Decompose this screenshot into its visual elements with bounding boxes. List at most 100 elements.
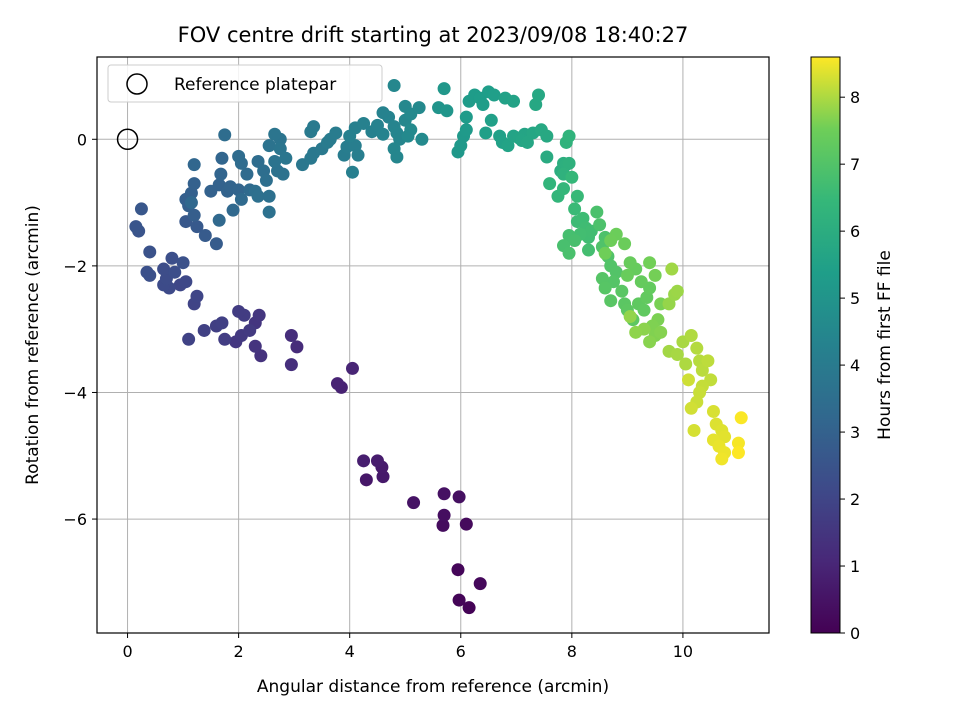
data-point [290, 340, 304, 354]
data-point [634, 275, 648, 289]
y-tick-label: −4 [63, 383, 87, 402]
data-point [401, 129, 415, 143]
data-point [273, 142, 287, 156]
data-point [376, 470, 390, 484]
x-tick-label: 0 [122, 642, 132, 661]
colorbar-tick-label: 3 [850, 423, 860, 442]
data-point [695, 363, 709, 377]
data-point [734, 411, 748, 425]
data-point [437, 487, 451, 501]
x-tick-label: 2 [234, 642, 244, 661]
data-point [670, 284, 684, 298]
legend-box [107, 64, 383, 103]
data-point [182, 332, 196, 346]
data-point [387, 78, 401, 92]
data-point [451, 563, 465, 577]
data-point [543, 177, 557, 191]
data-points [129, 78, 748, 615]
data-point [234, 192, 248, 206]
data-point [568, 202, 582, 216]
data-point [248, 339, 262, 353]
colorbar-tick-label: 5 [850, 289, 860, 308]
plot-frame [96, 56, 770, 634]
data-point [240, 167, 254, 181]
data-point [345, 361, 359, 375]
y-axis: −6 −4 −2 0 [63, 130, 97, 529]
data-point [476, 97, 490, 111]
data-point [459, 110, 473, 124]
data-point [590, 205, 604, 219]
data-point [279, 151, 293, 165]
data-point [679, 357, 693, 371]
data-point [593, 218, 607, 232]
data-point [357, 454, 371, 468]
x-tick-label: 4 [345, 642, 355, 661]
data-point [452, 593, 466, 607]
data-point [731, 436, 745, 450]
data-point [452, 490, 466, 504]
data-point [459, 123, 473, 137]
data-point [479, 126, 493, 140]
colorbar-tick-label: 7 [850, 155, 860, 174]
data-point [165, 251, 179, 265]
data-point [557, 182, 571, 196]
data-point [618, 237, 632, 251]
data-point [359, 473, 373, 487]
reference-platepar-marker [116, 128, 139, 151]
data-point [568, 234, 582, 248]
chart-title: FOV centre drift starting at 2023/09/08 … [178, 23, 689, 47]
data-point [251, 154, 265, 168]
data-point [157, 262, 171, 276]
data-point [582, 243, 596, 257]
data-point [232, 304, 246, 318]
data-point [643, 335, 657, 349]
data-point [620, 268, 634, 282]
data-point [209, 237, 223, 251]
data-point [215, 316, 229, 330]
data-point [390, 150, 404, 164]
data-point [284, 329, 298, 343]
data-point [520, 135, 534, 149]
data-point [198, 228, 212, 242]
data-point [598, 281, 612, 295]
data-point [259, 173, 273, 187]
data-point [276, 167, 290, 181]
data-point [701, 354, 715, 368]
data-point [540, 129, 554, 143]
data-point [690, 341, 704, 355]
data-point [412, 101, 426, 115]
data-point [487, 88, 501, 102]
data-point [654, 325, 668, 339]
data-point [187, 158, 201, 172]
data-point [307, 120, 321, 134]
data-point [252, 308, 266, 322]
reference-marker [116, 128, 139, 151]
data-point [376, 106, 390, 120]
x-axis: 0 2 4 6 8 10 [122, 633, 693, 661]
data-point [507, 94, 521, 108]
data-point [718, 430, 732, 444]
data-point [357, 116, 371, 130]
y-tick-label: −2 [63, 257, 87, 276]
data-point [562, 156, 576, 170]
data-point [562, 246, 576, 260]
data-point [615, 284, 629, 298]
data-point [330, 377, 344, 391]
data-point [540, 150, 554, 164]
data-point [706, 404, 720, 418]
x-tick-label: 8 [567, 642, 577, 661]
data-point [329, 126, 343, 140]
data-point [168, 265, 182, 279]
legend: Reference platepar [107, 64, 383, 103]
data-point [212, 213, 226, 227]
data-point [532, 88, 546, 102]
legend-label: Reference platepar [174, 75, 336, 95]
data-point [262, 205, 276, 219]
y-axis-label: Rotation from reference (arcmin) [23, 205, 43, 485]
data-point [570, 189, 584, 203]
data-point [215, 151, 229, 165]
data-point [473, 577, 487, 591]
data-point [681, 373, 695, 387]
data-point [731, 446, 745, 460]
data-point [623, 310, 637, 324]
